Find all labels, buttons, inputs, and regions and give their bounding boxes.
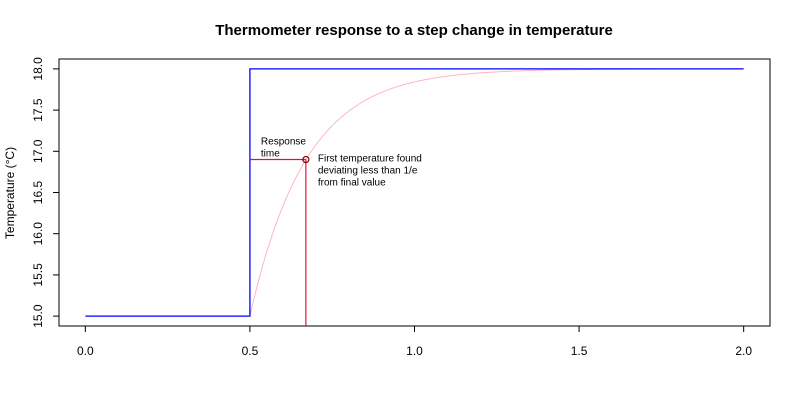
first-found-annotation: from final value bbox=[318, 178, 386, 189]
y-tick-label: 17.5 bbox=[31, 98, 45, 122]
y-tick-label: 16.5 bbox=[31, 180, 45, 204]
y-tick-label: 18.0 bbox=[31, 57, 45, 81]
response-time-annotation: time bbox=[261, 149, 280, 160]
y-tick-label: 15.0 bbox=[31, 304, 45, 328]
y-tick-label: 17.0 bbox=[31, 139, 45, 163]
x-tick-label: 0.5 bbox=[242, 344, 259, 358]
x-tick-label: 2.0 bbox=[735, 344, 752, 358]
response-time-annotation: Response bbox=[261, 137, 306, 148]
y-tick-label: 16.0 bbox=[31, 222, 45, 246]
plot-area: 0.0 0.5 1.0 1.5 2.0 15.0 15.5 16.0 16.5 17.0 17.5 1… bbox=[31, 57, 771, 358]
first-found-annotation: First temperature found bbox=[318, 154, 422, 165]
x-tick-label: 1.0 bbox=[406, 344, 423, 358]
chart-title: Thermometer response to a step change in… bbox=[215, 22, 613, 39]
step-input-line bbox=[85, 68, 744, 317]
y-axis-label: Temperature (°C) bbox=[3, 147, 17, 239]
x-tick-label: 0.0 bbox=[77, 344, 94, 358]
response-curve-line bbox=[249, 68, 744, 317]
y-tick-label: 15.5 bbox=[31, 263, 45, 287]
first-found-marker bbox=[302, 155, 310, 164]
plot-frame bbox=[58, 58, 771, 327]
first-found-annotation: deviating less than 1/e bbox=[318, 166, 418, 177]
x-tick-label: 1.5 bbox=[571, 344, 588, 358]
